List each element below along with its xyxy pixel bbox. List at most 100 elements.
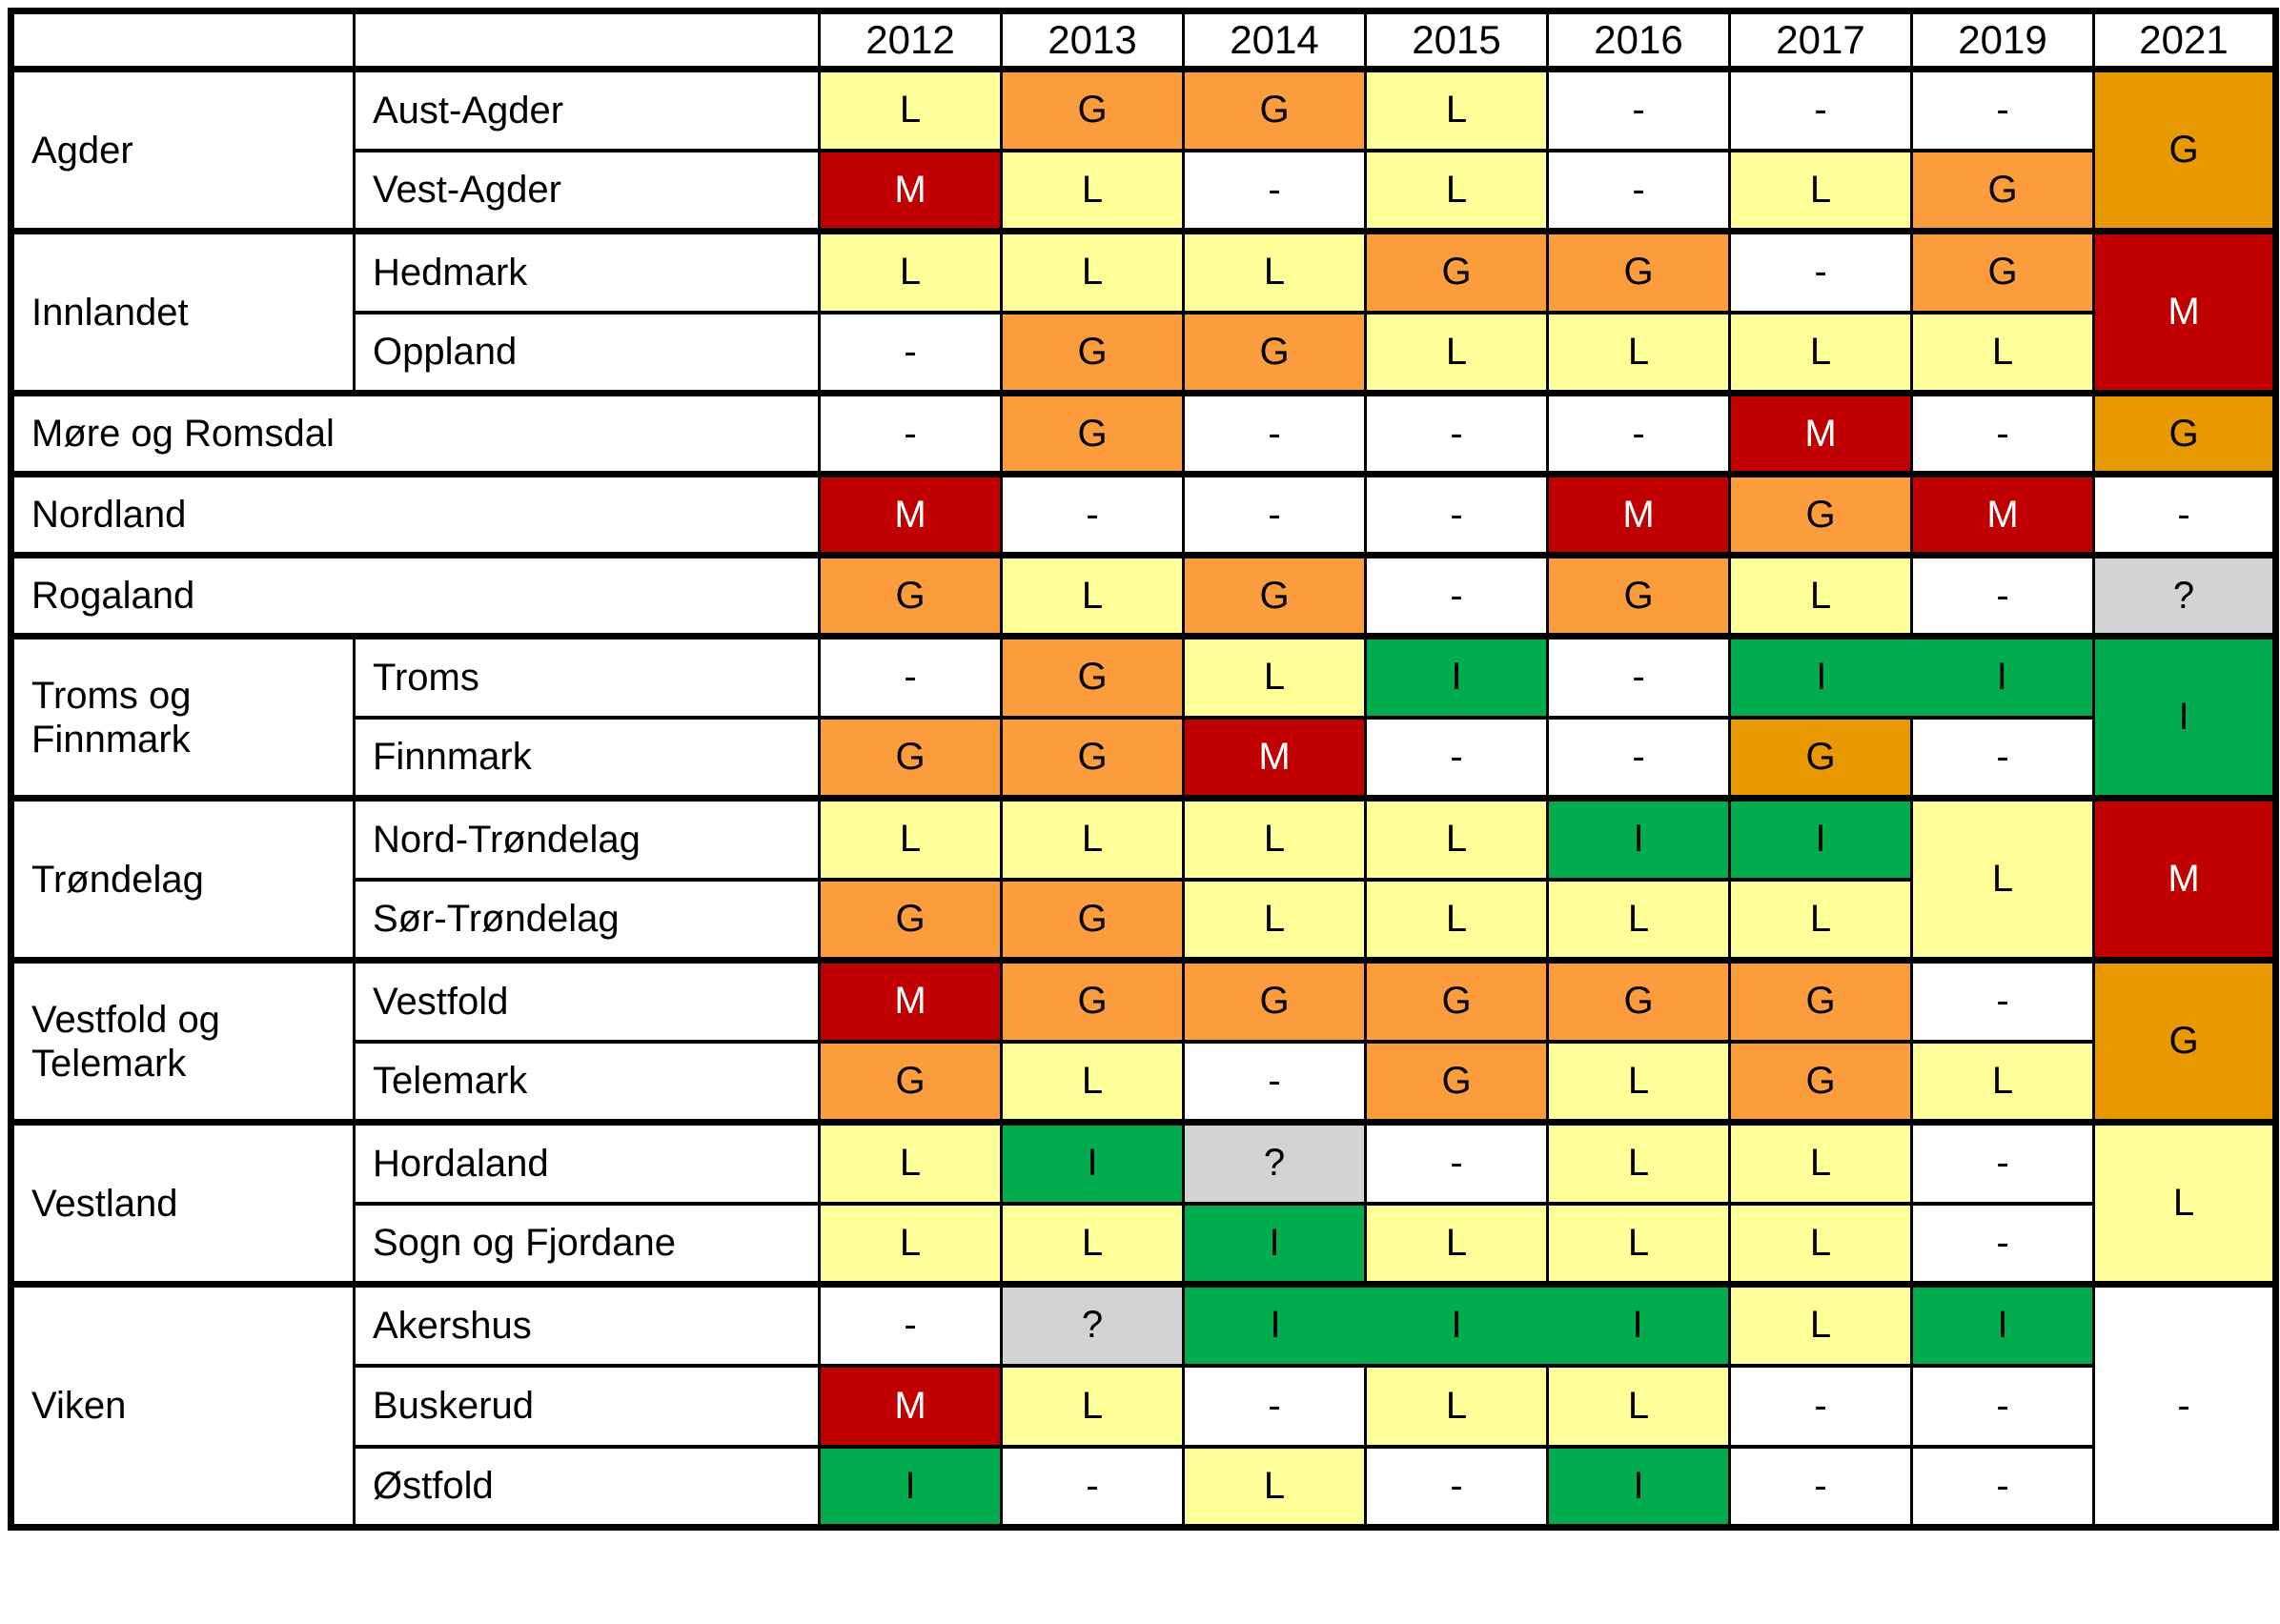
county-label: Finnmark [353,715,821,801]
grade-cell: L [818,1201,1003,1287]
grade-cell: - [1182,1039,1367,1125]
grade-cell: G [2092,957,2277,1125]
year-header: 2021 [2092,9,2277,72]
grade-cell: L [1728,1281,1913,1368]
grade-cell: - [1546,633,1731,720]
grade-cell: M [2092,795,2277,963]
grade-cell: G [1728,471,1913,558]
grade-cell: M [818,1363,1003,1449]
table-row: Buskerud M L - L L - - [11,1363,2276,1449]
table-row: Telemark G L - G L G L [11,1039,2276,1125]
table-row: Vestland Hordaland L I? - L L - L [10,1119,2277,1287]
grade-cell: - [1364,715,1549,801]
year-header: 2016 [1546,9,1731,72]
grade-cell: L [1546,1039,1731,1125]
grade-cell: G [1728,715,1913,801]
grade-cell: G [818,1039,1003,1125]
county-label: Akershus [353,1281,821,1368]
corner-header-2 [353,9,821,72]
grade-cell: G [1000,715,1185,801]
grade-cell: G [2092,67,2277,233]
grade-cell: L [1910,310,2095,396]
table-row: Østfold I - L - I - - [11,1444,2276,1530]
table-row: Rogaland G L G - G L -? [10,552,2277,639]
grade-cell: L [1182,228,1367,315]
county-label: Nord-Trøndelag [353,795,821,882]
grade-cell: L [1364,148,1549,233]
region-group-label: Troms og Finnmark [10,633,356,801]
grade-cell: G [1910,228,2095,315]
grade-cell: L [1182,1444,1367,1530]
grade-letter: I [1270,1304,1281,1347]
grade-cell: - [818,310,1003,396]
table-row: Sogn og Fjordane L L I L L L - [11,1201,2276,1287]
grade-cell: M [818,148,1003,233]
county-label: Hordaland [353,1119,821,1206]
grade-cell: ? [1000,1281,1185,1368]
grade-cell: - [1182,471,1367,558]
table-row: Viken Akershus -? I I I L I - [10,1281,2277,1530]
region-group-label: Agder [10,67,356,233]
grade-letter: I [1996,656,2007,699]
county-label: Oppland [353,310,821,396]
grade-cell: G [818,877,1003,963]
grade-cell: G [1000,310,1185,396]
grade-cell: - [1364,1444,1549,1530]
region-group-label: Rogaland [10,552,821,639]
grade-cell: ? [2092,552,2277,639]
grade-cell: - [1546,148,1731,233]
table-row: Vest-Agder M L - L - L G [11,148,2276,233]
grade-cell: L [1910,795,2095,963]
grade-cell: - [1910,1119,2095,1206]
grade-cell: - [1910,1363,2095,1449]
grade-cell: M [2092,228,2277,396]
grade-cell: G [1546,957,1731,1044]
county-label: Vest-Agder [353,148,821,233]
grade-cell: ? [1182,1119,1367,1206]
grade-cell: - [1364,1119,1549,1206]
grade-cell: - [818,1281,1003,1368]
grade-cell: M [1546,471,1731,558]
grade-cell: I [1546,1444,1731,1530]
year-header-row: 2012 2013 2014 2015 2016 2017 2019 2021 [10,9,2277,72]
county-label: Hedmark [353,228,821,315]
year-header: 2017 [1728,9,1913,72]
grade-cell: - [2092,471,2277,558]
grade-cell: L [1728,552,1913,639]
grade-cell: M [818,471,1003,558]
grade-cell: L [1364,795,1549,882]
grade-cell: L [1546,877,1731,963]
grade-cell: - [1910,67,2095,152]
grade-cell: G [1000,877,1185,963]
county-label: Aust-Agder [353,67,821,152]
table-row: Nordland M - - - M G M - [10,471,2277,558]
table-row: Agder Aust-Agder L G G L - - - G [10,67,2277,233]
year-header: 2019 [1910,9,2095,72]
grade-cell: G [1182,552,1367,639]
grade-cell: M [1910,471,2095,558]
grade-cell: G [1182,67,1367,152]
grade-cell: - [1546,67,1731,152]
grade-cell: - [1728,1444,1913,1530]
grade-cell: G [1546,228,1731,315]
region-group-label: Trøndelag [10,795,356,963]
grade-cell: L [1546,310,1731,396]
county-label: Buskerud [353,1363,821,1449]
table-row: Sør-Trøndelag G G L L L L [11,877,2276,963]
grade-cell: G [1000,633,1185,720]
grade-cell: L [1728,1119,1913,1206]
grade-cell: - [1546,390,1731,477]
year-header: 2014 [1182,9,1367,72]
county-label: Sør-Trøndelag [353,877,821,963]
grade-cell: L [1000,148,1185,233]
grade-cell: L [1910,1039,2095,1125]
grade-cell: L [1364,877,1549,963]
grade-cell: - [1182,148,1367,233]
grade-cell: - [1000,1444,1185,1530]
grade-cell: L [1182,795,1367,882]
grade-cell: - [1728,67,1913,152]
grade-cell: G [1000,957,1185,1044]
